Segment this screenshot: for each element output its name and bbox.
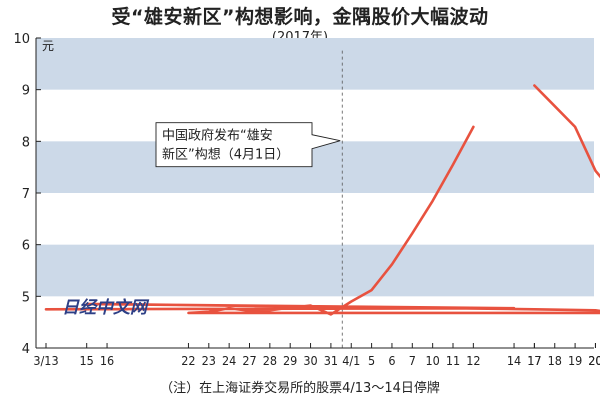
x-tick-label-23: 18: [548, 353, 562, 368]
y-tick-label-8: 8: [22, 135, 30, 150]
watermark-logo: 日经中文网: [62, 298, 150, 318]
x-tick-label-21: 12: [466, 353, 480, 368]
x-tick-label-24: 19: [568, 353, 582, 368]
x-tick-label-5: 20: [588, 353, 600, 368]
y-unit-label: 元: [42, 39, 54, 53]
x-tick-label-9: 24: [222, 353, 236, 368]
x-tick-label-13: 30: [303, 353, 317, 368]
band-0: [36, 244, 594, 297]
band-1: [36, 141, 594, 193]
x-tick-label-17: 6: [388, 353, 395, 368]
x-tick-label-7: 22: [181, 353, 195, 368]
x-tick-label-20: 11: [446, 353, 460, 368]
x-tick-label-18: 7: [409, 353, 416, 368]
price-line-segment-1: [533, 84, 600, 179]
price-line-segment-0: [44, 125, 600, 316]
x-tick-label-0: 3/13: [33, 353, 58, 368]
x-tick-label-3: 16: [100, 353, 114, 368]
band-2: [36, 38, 594, 90]
x-tick-label-15: 4/1: [342, 353, 360, 368]
annotation-text-1: 新区”构想（4月1日）: [162, 147, 289, 163]
x-tick-label-4: 17: [527, 353, 541, 368]
annotation-box: [155, 122, 341, 168]
chart-footnote: （注）在上海证券交易所的股票4/13～14日停牌: [160, 381, 440, 396]
x-tick-label-10: 27: [242, 353, 256, 368]
x-tick-label-14: 31: [324, 353, 338, 368]
y-tick-label-6: 6: [22, 239, 30, 254]
y-tick-label-5: 5: [22, 290, 30, 305]
x-tick-label-19: 10: [425, 353, 439, 368]
x-tick-label-12: 29: [283, 353, 297, 368]
x-tick-label-11: 28: [263, 353, 277, 368]
x-tick-label-16: 5: [368, 353, 375, 368]
y-tick-label-7: 7: [22, 187, 30, 202]
x-tick-label-2: 15: [80, 353, 94, 368]
x-tick-label-1: 14: [507, 353, 521, 368]
y-tick-label-9: 9: [22, 84, 30, 99]
x-tick-label-25: 20: [588, 353, 600, 368]
annotation-text-0: 中国政府发布“雄安: [162, 128, 273, 144]
y-tick-label-10: 10: [13, 32, 30, 47]
chart-title: 受“雄安新区”构想影响，金隅股价大幅波动: [111, 6, 489, 28]
x-tick-label-22: 17: [527, 353, 541, 368]
y-tick-label-4: 4: [22, 342, 30, 357]
x-tick-label-8: 23: [202, 353, 216, 368]
